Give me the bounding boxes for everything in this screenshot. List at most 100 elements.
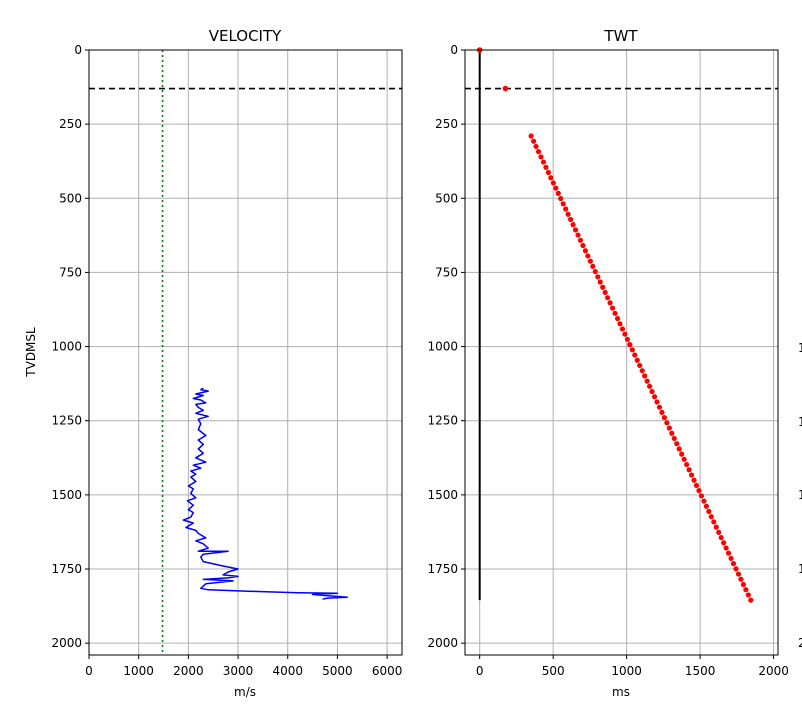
twt-y-tick-label: 0	[450, 43, 458, 57]
twt-x-tick-label: 0	[476, 664, 484, 678]
twt-point	[651, 394, 658, 400]
velocity-panel: 0 1000 2000 3000 4000 5000 6000 0 250 500 750 1000…	[24, 27, 403, 699]
partial-third-panel: 1 1 1 1 2	[798, 341, 802, 650]
velocity-x-axis-label: m/s	[234, 685, 256, 699]
twt-point	[617, 321, 623, 327]
twt-point	[627, 342, 633, 348]
twt-point	[570, 222, 576, 228]
twt-y-tick-label: 250	[435, 117, 458, 131]
twt-point	[703, 503, 709, 509]
twt-point	[597, 279, 603, 285]
twt-point	[580, 242, 586, 249]
twt-point	[738, 576, 744, 582]
twt-point	[572, 227, 579, 233]
twt-point	[706, 508, 712, 515]
twt-point	[671, 435, 677, 442]
twt-point	[632, 352, 638, 358]
twt-point	[582, 248, 589, 254]
twt-point	[730, 561, 737, 567]
velocity-y-tick-label: 250	[59, 117, 82, 131]
velocity-axes-frame	[88, 49, 403, 656]
twt-point	[607, 300, 613, 306]
partial-tick-label: 1	[798, 488, 802, 502]
twt-point	[708, 514, 714, 520]
velocity-y-ticks: 0 250 500 750 1000 1250 1500 1750 2000	[51, 43, 89, 650]
twt-point	[553, 185, 559, 191]
twt-point	[647, 383, 653, 389]
twt-point	[721, 540, 727, 546]
twt-y-tick-label: 500	[435, 191, 458, 205]
twt-point	[605, 295, 611, 301]
twt-point	[624, 336, 630, 342]
twt-point	[502, 85, 509, 92]
velocity-y-tick-label: 1750	[51, 562, 82, 576]
twt-point	[740, 581, 747, 588]
twt-point	[743, 587, 749, 593]
twt-point	[674, 441, 680, 447]
twt-point	[540, 159, 547, 165]
twt-x-axis-label: ms	[612, 685, 630, 699]
velocity-x-tick-label: 2000	[173, 664, 204, 678]
twt-x-tick-label: 500	[542, 664, 565, 678]
twt-point	[545, 169, 552, 176]
twt-point	[691, 477, 697, 483]
twt-point	[716, 529, 722, 535]
velocity-y-tick-label: 0	[74, 43, 82, 57]
twt-point	[733, 566, 739, 572]
twt-x-tick-label: 2000	[758, 664, 789, 678]
twt-point	[637, 362, 643, 369]
twt-point	[654, 399, 660, 405]
twt-point	[713, 524, 719, 530]
partial-tick-label: 1	[798, 562, 802, 576]
twt-point	[612, 310, 618, 316]
velocity-y-tick-label: 1000	[51, 340, 82, 354]
twt-point	[609, 305, 616, 311]
twt-point	[696, 488, 702, 494]
twt-point	[587, 258, 593, 264]
twt-point	[642, 373, 648, 379]
partial-tick-label: 2	[798, 636, 802, 650]
twt-point	[535, 149, 542, 155]
velocity-reference-lines	[89, 50, 402, 655]
partial-tick-label: 1	[798, 341, 802, 355]
twt-y-tick-label: 1500	[427, 488, 458, 502]
twt-x-tick-label: 1000	[611, 664, 642, 678]
velocity-x-tick-label: 1000	[123, 664, 154, 678]
twt-point	[723, 545, 729, 551]
velocity-x-tick-label: 6000	[372, 664, 403, 678]
twt-point	[698, 493, 705, 499]
twt-point	[745, 592, 751, 598]
twt-x-ticks: 0 500 1000 1500 2000	[476, 655, 789, 678]
twt-y-tick-label: 1750	[427, 562, 458, 576]
twt-point	[661, 415, 668, 421]
twt-title: TWT	[603, 27, 638, 45]
twt-point	[711, 519, 717, 525]
velocity-x-tick-label: 3000	[223, 664, 254, 678]
partial-tick-label: 1	[798, 415, 802, 429]
velocity-x-tick-label: 0	[85, 664, 93, 678]
twt-point	[558, 195, 564, 202]
velocity-x-tick-label: 5000	[322, 664, 353, 678]
twt-point	[565, 211, 571, 217]
velocity-y-tick-label: 750	[59, 265, 82, 279]
twt-point	[614, 315, 621, 322]
twt-y-tick-label: 1250	[427, 414, 458, 428]
velocity-y-axis-label: TVDMSL	[24, 327, 38, 378]
twt-point	[681, 456, 687, 462]
twt-point	[575, 232, 581, 238]
twt-axes-frame	[464, 49, 779, 656]
twt-point	[622, 331, 628, 337]
twt-point	[701, 498, 707, 504]
twt-point	[560, 201, 566, 207]
velocity-grid	[88, 49, 402, 655]
twt-point	[693, 482, 700, 489]
twt-point	[592, 268, 598, 275]
velocity-series-line	[182, 387, 349, 600]
twt-point	[538, 154, 544, 160]
twt-point	[550, 180, 556, 186]
twt-point	[659, 409, 665, 415]
twt-point	[528, 133, 534, 139]
velocity-plot-frame	[88, 49, 403, 656]
twt-point	[664, 420, 670, 426]
